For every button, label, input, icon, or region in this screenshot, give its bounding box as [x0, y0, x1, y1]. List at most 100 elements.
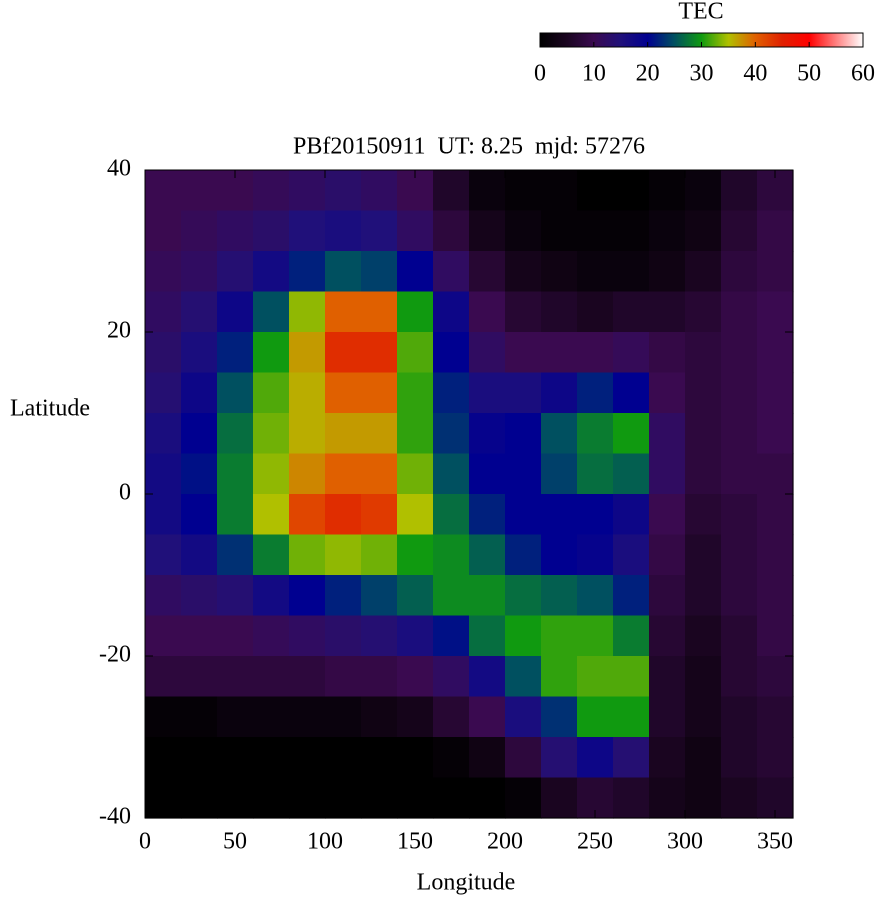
heat-cell [721, 210, 758, 252]
heat-cell [217, 615, 254, 657]
colorbar-tick-label: 60 [851, 61, 875, 87]
heat-cell [541, 372, 578, 414]
heat-cell [397, 615, 434, 657]
heat-cell [397, 332, 434, 374]
heat-cell [577, 494, 614, 536]
heat-cell [397, 210, 434, 252]
heat-cell [397, 372, 434, 414]
heat-cell [613, 291, 650, 333]
heat-cell [685, 575, 722, 617]
heat-cell [613, 737, 650, 779]
heat-cell [145, 170, 182, 212]
heat-cell [253, 291, 290, 333]
heat-cell [217, 413, 254, 455]
heat-cell [505, 494, 542, 536]
x-tick-label: 250 [577, 829, 613, 855]
heat-cell [253, 453, 290, 495]
heat-cell [325, 170, 362, 212]
heat-cell [289, 575, 326, 617]
heat-cell [505, 453, 542, 495]
heat-cell [541, 777, 578, 819]
heat-cell [541, 210, 578, 252]
heat-cell [505, 413, 542, 455]
heat-cell [577, 332, 614, 374]
colorbar-tick-label: 30 [690, 61, 714, 87]
heat-cell [433, 453, 470, 495]
heat-cell [721, 696, 758, 738]
heat-cell [649, 777, 686, 819]
heat-cell [361, 777, 398, 819]
heat-cell [325, 494, 362, 536]
heat-cell [541, 291, 578, 333]
heat-cell [289, 494, 326, 536]
heat-cell [613, 534, 650, 576]
colorbar-tick-label: 20 [636, 61, 660, 87]
colorbar-tick-label: 40 [743, 61, 767, 87]
heat-cell [397, 656, 434, 698]
heat-cell [181, 494, 218, 536]
heat-cell [649, 413, 686, 455]
heat-cell [577, 210, 614, 252]
heat-cell [325, 656, 362, 698]
heat-cell [397, 291, 434, 333]
heat-cell [325, 251, 362, 293]
heat-cell [253, 534, 290, 576]
heat-cell [361, 615, 398, 657]
heat-cell [325, 575, 362, 617]
heat-cell [721, 777, 758, 819]
y-tick-label: 20 [107, 318, 131, 344]
heat-cell [145, 696, 182, 738]
heat-cell [217, 534, 254, 576]
heat-cell [325, 534, 362, 576]
heat-cell [181, 332, 218, 374]
heat-cell [649, 494, 686, 536]
heat-cell [505, 737, 542, 779]
heat-cell [541, 332, 578, 374]
heat-cell [325, 696, 362, 738]
heat-cell [757, 332, 794, 374]
heat-cell [613, 575, 650, 617]
heat-cell [757, 210, 794, 252]
chart-title: PBf20150911 UT: 8.25 mjd: 57276 [293, 134, 645, 160]
heat-cell [613, 170, 650, 212]
heat-cell [757, 656, 794, 698]
heat-cell [361, 170, 398, 212]
heat-cell [541, 656, 578, 698]
heat-cell [397, 534, 434, 576]
heat-cell [217, 575, 254, 617]
x-tick-label: 100 [307, 829, 343, 855]
heat-cell [289, 210, 326, 252]
heat-cell [721, 494, 758, 536]
x-tick-label: 0 [139, 829, 151, 855]
heat-cell [469, 453, 506, 495]
heat-cell [217, 656, 254, 698]
heat-cell [181, 170, 218, 212]
heat-cell [253, 737, 290, 779]
heat-cell [685, 210, 722, 252]
heat-cell [253, 251, 290, 293]
heat-cell [145, 291, 182, 333]
heat-cell [433, 413, 470, 455]
heat-cell [577, 737, 614, 779]
heat-cell [325, 615, 362, 657]
heat-cell [145, 575, 182, 617]
heat-cell [361, 372, 398, 414]
heat-cell [145, 656, 182, 698]
heat-cell [289, 615, 326, 657]
heat-cell [649, 696, 686, 738]
heat-cell [505, 777, 542, 819]
heat-cell [649, 737, 686, 779]
x-tick-label: 200 [487, 829, 523, 855]
heat-cell [361, 656, 398, 698]
heat-cell [721, 413, 758, 455]
heat-cell [721, 737, 758, 779]
heat-cell [253, 210, 290, 252]
heat-cell [685, 170, 722, 212]
heat-cell [433, 534, 470, 576]
heat-cell [685, 737, 722, 779]
heat-cell [649, 332, 686, 374]
colorbar-tick-label: 50 [797, 61, 821, 87]
heat-cell [433, 615, 470, 657]
heat-cell [289, 332, 326, 374]
heat-cell [325, 291, 362, 333]
